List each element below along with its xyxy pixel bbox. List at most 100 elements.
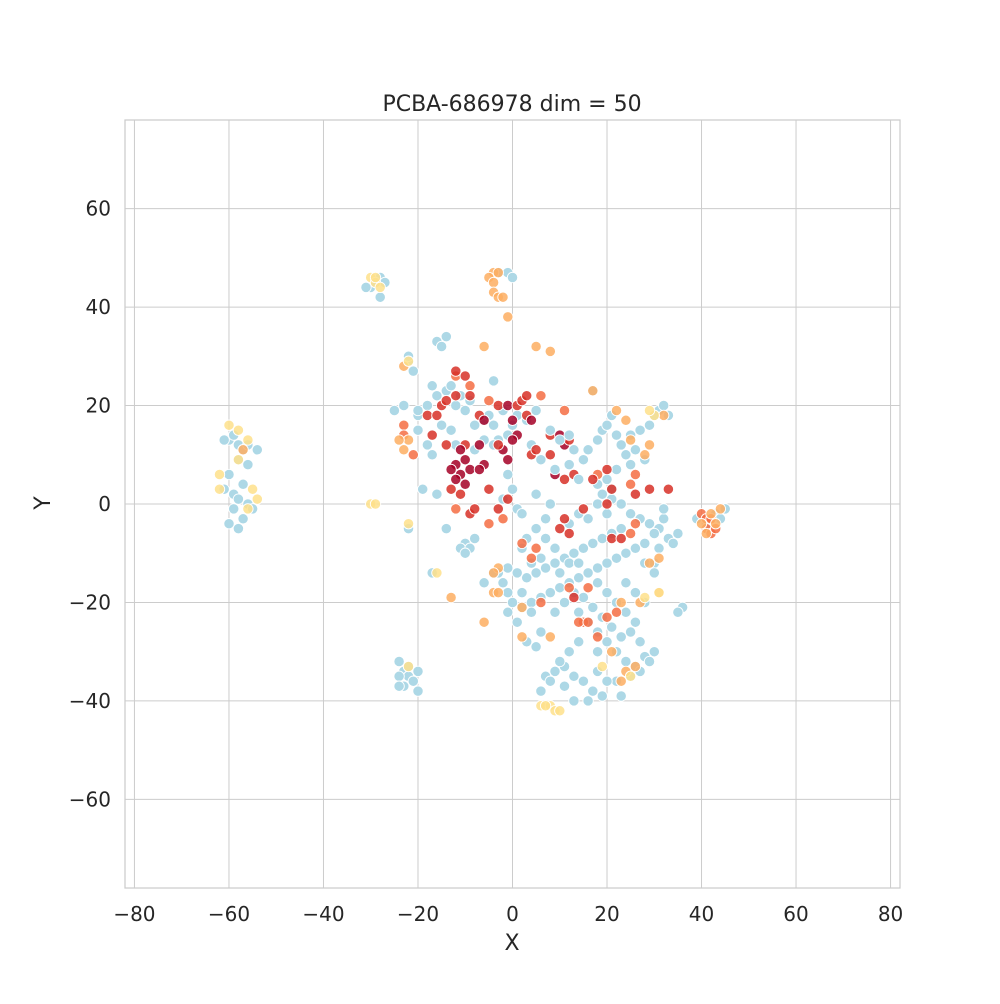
data-point <box>440 439 452 451</box>
data-point <box>554 655 566 668</box>
data-point <box>629 488 642 500</box>
data-point <box>407 449 419 461</box>
data-point <box>502 311 514 323</box>
data-point <box>582 444 594 456</box>
data-point <box>577 542 590 554</box>
data-point <box>502 454 514 466</box>
data-point <box>431 488 443 500</box>
data-point <box>213 483 226 495</box>
data-point <box>558 680 571 692</box>
data-point <box>539 513 552 525</box>
data-point <box>426 380 438 392</box>
x-tick-labels: −80 −60 −40 −20 0 20 40 60 80 <box>113 902 903 926</box>
data-point <box>577 591 590 604</box>
data-point <box>591 498 604 510</box>
data-point <box>554 567 566 579</box>
data-point <box>388 404 401 417</box>
data-point <box>658 503 670 515</box>
data-point <box>544 675 556 687</box>
data-point <box>601 498 613 510</box>
data-point <box>639 537 651 550</box>
data-point <box>544 345 556 358</box>
data-point <box>521 390 533 402</box>
data-point <box>530 522 542 535</box>
data-point <box>643 419 656 431</box>
data-point <box>502 468 514 481</box>
data-point <box>620 606 632 618</box>
data-point <box>587 685 599 697</box>
data-point <box>440 330 452 343</box>
data-point <box>606 621 618 633</box>
data-point <box>577 675 590 687</box>
data-point <box>615 596 627 609</box>
data-point <box>506 434 519 446</box>
data-point <box>459 547 471 559</box>
data-point <box>629 444 642 456</box>
data-point <box>360 281 372 294</box>
data-point <box>506 414 519 426</box>
data-point <box>549 665 561 678</box>
data-point <box>615 690 627 702</box>
data-point <box>629 468 642 481</box>
x-tick-label: 20 <box>594 902 619 926</box>
data-point <box>587 473 599 486</box>
data-point <box>568 444 580 456</box>
data-point <box>502 606 514 618</box>
data-point <box>251 444 263 456</box>
data-point <box>558 404 571 417</box>
y-tick-label: 20 <box>86 394 111 418</box>
data-point <box>591 562 604 574</box>
data-point <box>544 498 556 510</box>
data-point <box>643 557 656 569</box>
data-point <box>228 503 240 515</box>
data-point <box>535 626 547 638</box>
data-point <box>549 542 561 554</box>
data-point <box>596 660 608 673</box>
data-point <box>530 488 542 500</box>
x-tick-label: −20 <box>397 902 439 926</box>
data-point <box>544 449 556 461</box>
data-point <box>530 641 542 653</box>
data-point <box>601 675 613 687</box>
data-point <box>459 370 471 382</box>
data-point <box>459 404 471 417</box>
data-point <box>662 483 675 495</box>
data-point <box>634 424 646 436</box>
data-point <box>582 513 594 525</box>
data-point <box>558 513 571 525</box>
data-point <box>511 616 523 628</box>
data-point <box>218 434 230 446</box>
data-point <box>577 454 590 466</box>
data-point <box>591 646 604 658</box>
data-point <box>445 380 457 392</box>
data-point <box>624 458 637 471</box>
data-point <box>393 680 405 692</box>
data-point <box>615 675 627 687</box>
data-point <box>573 572 585 584</box>
data-point <box>223 518 235 530</box>
data-point <box>582 695 594 707</box>
data-point <box>634 636 646 648</box>
x-tick-label: 40 <box>689 902 714 926</box>
data-point <box>478 414 490 426</box>
data-point <box>568 670 580 682</box>
data-point <box>407 365 419 377</box>
data-point <box>525 596 538 609</box>
data-point <box>606 483 618 495</box>
data-point <box>469 503 481 515</box>
data-point <box>402 434 415 446</box>
data-point <box>539 700 552 712</box>
data-point <box>539 532 552 545</box>
data-point <box>369 271 382 284</box>
data-point <box>445 483 457 495</box>
data-point <box>421 399 434 412</box>
data-point <box>450 390 462 402</box>
data-point <box>629 660 642 673</box>
data-point <box>710 518 722 530</box>
data-point <box>530 444 542 456</box>
data-point <box>246 483 259 495</box>
data-point <box>563 527 575 540</box>
data-point <box>591 577 604 589</box>
data-point <box>530 404 542 417</box>
